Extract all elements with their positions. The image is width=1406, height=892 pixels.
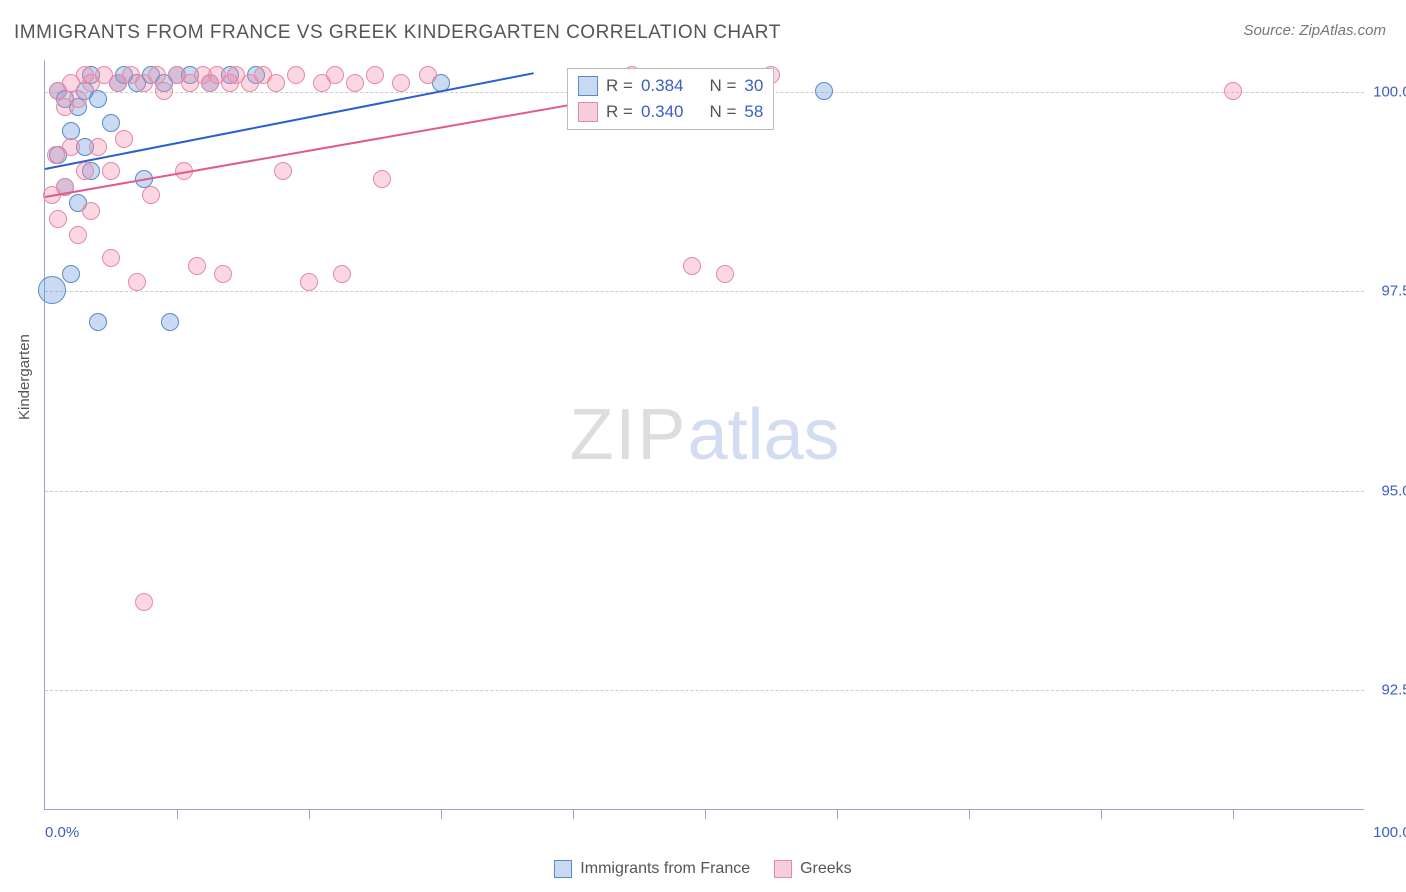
- gridline: [45, 690, 1364, 691]
- scatter-point-greeks: [49, 210, 67, 228]
- scatter-point-france: [815, 82, 833, 100]
- scatter-point-greeks: [366, 66, 384, 84]
- x-tick: [1101, 809, 1102, 819]
- scatter-point-greeks: [300, 273, 318, 291]
- scatter-point-greeks: [62, 138, 80, 156]
- legend-r-value: 0.384: [641, 76, 684, 96]
- scatter-point-greeks: [69, 90, 87, 108]
- legend-swatch-icon: [578, 76, 598, 96]
- scatter-point-greeks: [419, 66, 437, 84]
- plot-area: ZIPatlas 100.0%97.5%95.0%92.5%0.0%100.0%…: [44, 60, 1364, 810]
- scatter-point-france: [161, 313, 179, 331]
- legend-bottom: Immigrants from France Greeks: [0, 860, 1406, 878]
- scatter-point-greeks: [155, 82, 173, 100]
- legend-item-greeks: Greeks: [774, 860, 852, 878]
- legend-r-label: R =: [606, 102, 633, 122]
- legend-n-value: 30: [744, 76, 763, 96]
- y-tick-label: 95.0%: [1369, 482, 1406, 499]
- x-tick: [969, 809, 970, 819]
- y-axis-label: Kindergarten: [16, 334, 33, 420]
- scatter-point-greeks: [373, 170, 391, 188]
- scatter-point-greeks: [326, 66, 344, 84]
- scatter-point-france: [89, 313, 107, 331]
- scatter-point-france: [38, 276, 66, 304]
- scatter-point-greeks: [135, 593, 153, 611]
- y-tick-label: 97.5%: [1369, 283, 1406, 300]
- x-tick: [573, 809, 574, 819]
- legend-n-label: N =: [709, 76, 736, 96]
- source-label: Source: ZipAtlas.com: [1243, 22, 1386, 39]
- x-tick: [309, 809, 310, 819]
- scatter-point-greeks: [128, 273, 146, 291]
- legend-correlation-box: R = 0.384 N = 30 R = 0.340 N = 58: [567, 68, 774, 130]
- legend-series-label: Immigrants from France: [580, 860, 750, 878]
- legend-r-label: R =: [606, 76, 633, 96]
- legend-row-greeks: R = 0.340 N = 58: [578, 99, 763, 125]
- x-tick: [705, 809, 706, 819]
- gridline: [45, 491, 1364, 492]
- scatter-point-greeks: [82, 202, 100, 220]
- y-tick-label: 100.0%: [1369, 83, 1406, 100]
- x-tick: [837, 809, 838, 819]
- scatter-point-france: [62, 265, 80, 283]
- x-tick: [1233, 809, 1234, 819]
- legend-n-value: 58: [744, 102, 763, 122]
- x-tick: [177, 809, 178, 819]
- scatter-point-greeks: [287, 66, 305, 84]
- x-tick: [441, 809, 442, 819]
- scatter-point-greeks: [333, 265, 351, 283]
- x-tick-label: 100.0%: [1373, 824, 1406, 841]
- legend-swatch-icon: [578, 102, 598, 122]
- gridline: [45, 291, 1364, 292]
- scatter-point-greeks: [392, 74, 410, 92]
- legend-r-value: 0.340: [641, 102, 684, 122]
- scatter-point-greeks: [102, 162, 120, 180]
- scatter-point-greeks: [188, 257, 206, 275]
- scatter-point-france: [102, 114, 120, 132]
- scatter-point-greeks: [716, 265, 734, 283]
- watermark-atlas: atlas: [687, 395, 839, 475]
- scatter-point-greeks: [267, 74, 285, 92]
- scatter-point-greeks: [89, 138, 107, 156]
- legend-n-label: N =: [709, 102, 736, 122]
- legend-swatch-icon: [554, 860, 572, 878]
- legend-series-label: Greeks: [800, 860, 852, 878]
- scatter-point-greeks: [346, 74, 364, 92]
- scatter-point-greeks: [274, 162, 292, 180]
- watermark-zip: ZIP: [569, 395, 687, 475]
- legend-item-france: Immigrants from France: [554, 860, 750, 878]
- x-tick-label: 0.0%: [45, 824, 79, 841]
- scatter-point-france: [89, 90, 107, 108]
- scatter-point-greeks: [76, 162, 94, 180]
- scatter-point-greeks: [683, 257, 701, 275]
- legend-swatch-icon: [774, 860, 792, 878]
- watermark: ZIPatlas: [569, 394, 839, 476]
- legend-row-france: R = 0.384 N = 30: [578, 73, 763, 99]
- scatter-point-greeks: [1224, 82, 1242, 100]
- y-tick-label: 92.5%: [1369, 682, 1406, 699]
- scatter-point-greeks: [115, 130, 133, 148]
- scatter-point-greeks: [102, 249, 120, 267]
- scatter-point-greeks: [214, 265, 232, 283]
- chart-title: IMMIGRANTS FROM FRANCE VS GREEK KINDERGA…: [14, 22, 781, 44]
- scatter-point-greeks: [69, 226, 87, 244]
- scatter-point-greeks: [142, 186, 160, 204]
